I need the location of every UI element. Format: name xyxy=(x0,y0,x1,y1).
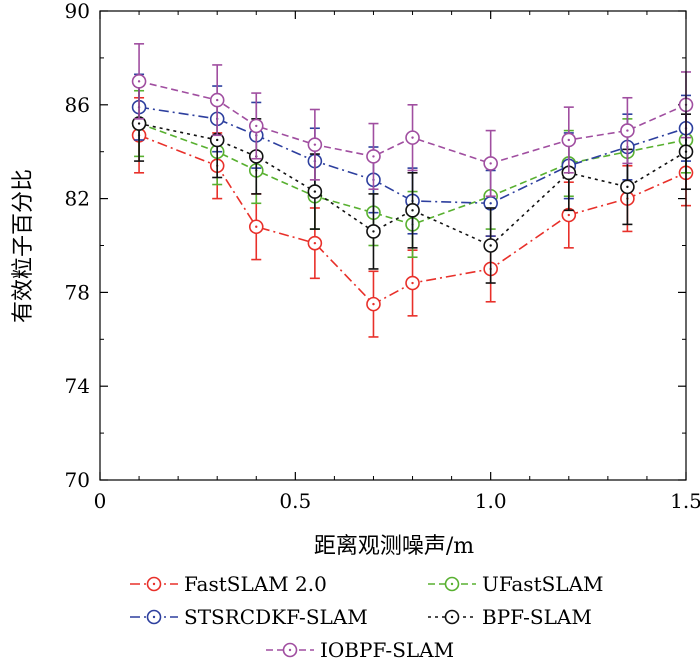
data-point-center xyxy=(489,202,492,205)
x-tick-label: 1.5 xyxy=(670,489,700,513)
tick-label-layer: 0 0.5 1.0 1.5 70 74 78 82 86 90 xyxy=(65,0,700,513)
legend-label: IOBPF-SLAM xyxy=(320,638,454,662)
series-line xyxy=(138,134,687,306)
data-point-center xyxy=(489,162,492,165)
series-4 xyxy=(131,43,694,198)
x-tick-label: 0.5 xyxy=(279,489,311,513)
data-point-center xyxy=(137,80,141,83)
data-point-center xyxy=(567,138,570,142)
legend-marker-center xyxy=(152,615,156,619)
data-point-center xyxy=(626,129,629,132)
series-line xyxy=(138,122,687,226)
legend-marker-center xyxy=(450,582,454,586)
x-tick-label: 1.0 xyxy=(475,489,507,513)
data-point-center xyxy=(137,122,141,125)
legend-marker-center xyxy=(152,582,156,586)
data-point-center xyxy=(313,143,317,146)
data-point-center xyxy=(372,155,375,158)
y-tick-label: 78 xyxy=(65,280,90,304)
data-point-center xyxy=(626,185,629,189)
legend-label: BPF-SLAM xyxy=(482,605,592,629)
y-tick-label: 82 xyxy=(65,187,90,211)
legend-item: STSRCDKF-SLAM xyxy=(130,605,368,629)
legend-item: UFastSLAM xyxy=(428,572,604,596)
data-point-center xyxy=(313,190,317,193)
series-0 xyxy=(131,96,694,338)
data-point-center xyxy=(216,138,219,142)
data-point-center xyxy=(567,213,570,217)
legend-marker-center xyxy=(450,615,454,619)
data-point-center xyxy=(216,98,219,102)
y-tick-label: 86 xyxy=(65,93,90,117)
legend: FastSLAM 2.0 UFastSLAM STSRCDKF-SLAM BPF-SL… xyxy=(130,572,604,662)
data-point-center xyxy=(411,209,414,212)
series-line xyxy=(138,80,687,165)
data-point-center xyxy=(411,136,414,139)
plot-frame xyxy=(99,10,687,481)
y-tick-label: 70 xyxy=(65,468,90,492)
y-axis-label: 有效粒子百分比 xyxy=(11,169,36,323)
series-line xyxy=(138,106,687,205)
legend-item: IOBPF-SLAM xyxy=(266,638,454,662)
legend-label: FastSLAM 2.0 xyxy=(184,572,327,596)
data-point-center xyxy=(489,244,492,247)
data-point-center xyxy=(372,230,375,233)
series-layer xyxy=(131,43,694,338)
y-tick-label: 90 xyxy=(65,0,90,23)
x-axis-label: 距离观测噪声/m xyxy=(314,534,474,559)
data-point-center xyxy=(411,281,414,285)
y-tick-label: 74 xyxy=(65,374,90,398)
legend-item: BPF-SLAM xyxy=(428,605,592,629)
data-point-center xyxy=(255,124,258,128)
legend-item: FastSLAM 2.0 xyxy=(130,572,327,596)
data-point-center xyxy=(255,225,258,228)
legend-marker-center xyxy=(288,648,292,652)
data-point-center xyxy=(372,302,375,306)
legend-label: UFastSLAM xyxy=(482,572,604,596)
x-tick-label: 0 xyxy=(94,489,107,513)
tick-layer xyxy=(99,10,687,481)
data-point-center xyxy=(313,241,317,245)
legend-label: STSRCDKF-SLAM xyxy=(184,605,368,629)
